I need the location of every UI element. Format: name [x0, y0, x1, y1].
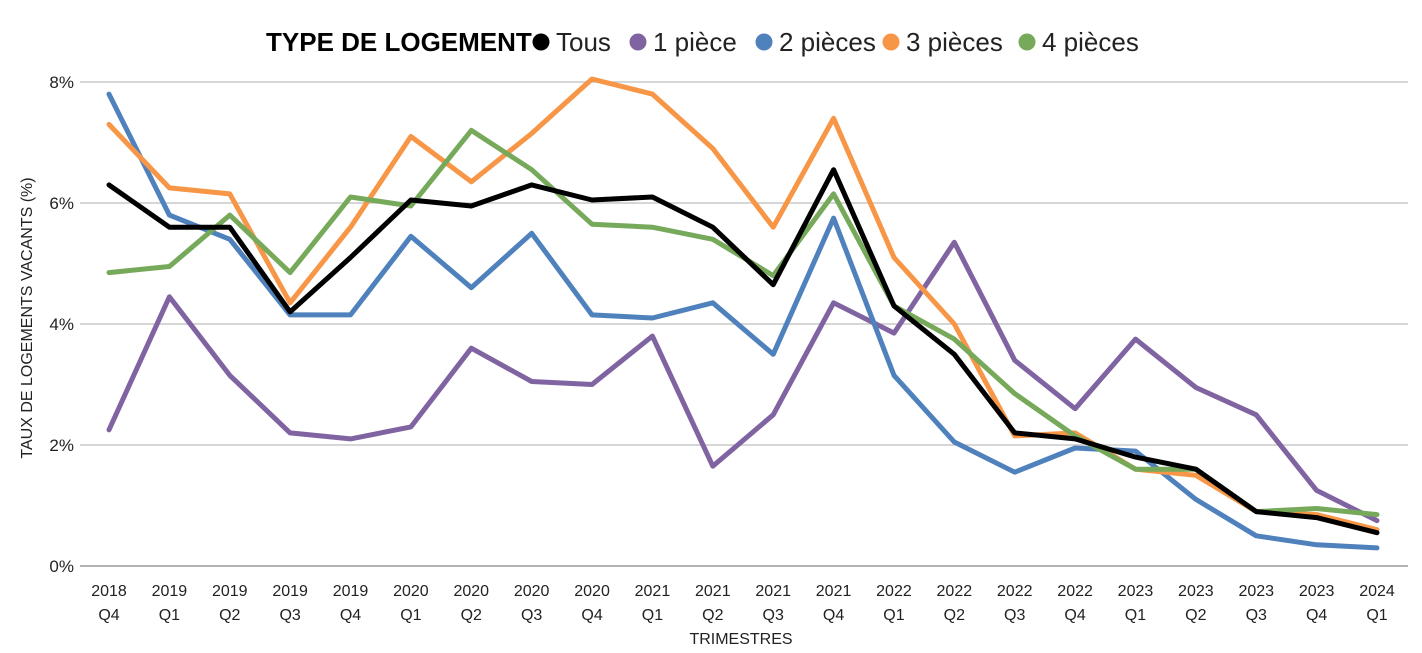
series-line-tous — [106, 167, 1380, 536]
legend-marker-2-pi-ces — [755, 33, 773, 51]
x-tick-year: 2021 — [755, 583, 791, 600]
x-tick-year: 2023 — [1299, 583, 1335, 600]
x-tick-year: 2019 — [333, 583, 369, 600]
legend-label-2-pi-ces: 2 pièces — [779, 27, 876, 57]
grid — [80, 81, 1408, 567]
x-tick-year: 2023 — [1178, 583, 1214, 600]
y-tick-label: 8% — [49, 73, 74, 92]
x-tick-quarter: Q1 — [159, 607, 180, 624]
y-tick-label: 4% — [49, 315, 74, 334]
legend-label-3-pi-ces: 3 pièces — [906, 27, 1003, 57]
x-tick-year: 2020 — [574, 583, 610, 600]
legend-title: TYPE DE LOGEMENT — [266, 27, 532, 57]
series-lines — [106, 76, 1380, 551]
x-axis-ticks: 2018 Q4 2019 Q1 2019 Q2 2019 Q3 2019 Q4 2020 Q1 2020… — [91, 583, 1395, 624]
x-tick-quarter: Q1 — [400, 607, 421, 624]
x-tick-quarter: Q4 — [1306, 607, 1327, 624]
x-tick-year: 2022 — [876, 583, 912, 600]
x-tick-year: 2019 — [212, 583, 248, 600]
x-tick-year: 2021 — [635, 583, 671, 600]
legend: TYPE DE LOGEMENT Tous 1 pièce 2 pièces 3 pi… — [266, 27, 1139, 57]
x-tick-quarter: Q4 — [340, 607, 361, 624]
x-tick-year: 2019 — [272, 583, 308, 600]
x-tick-year: 2023 — [1118, 583, 1154, 600]
x-tick-quarter: Q3 — [279, 607, 300, 624]
x-tick-quarter: Q3 — [1246, 607, 1267, 624]
x-tick-quarter: Q4 — [1064, 607, 1085, 624]
x-tick-year: 2022 — [1057, 583, 1093, 600]
x-tick-quarter: Q2 — [219, 607, 240, 624]
x-tick-quarter: Q1 — [1366, 607, 1387, 624]
x-tick-year: 2018 — [91, 583, 127, 600]
x-tick-year: 2021 — [695, 583, 731, 600]
x-tick-quarter: Q2 — [944, 607, 965, 624]
x-tick-year: 2020 — [453, 583, 489, 600]
x-tick-quarter: Q2 — [1185, 607, 1206, 624]
legend-marker-4-pi-ces — [1018, 33, 1036, 51]
x-tick-quarter: Q2 — [461, 607, 482, 624]
x-axis-title: TRIMESTRES — [689, 631, 792, 648]
y-axis-ticks: 0% 2% 4% 6% 8% — [49, 73, 74, 576]
legend-label-tous: Tous — [556, 27, 611, 57]
x-tick-year: 2020 — [514, 583, 550, 600]
x-tick-quarter: Q1 — [642, 607, 663, 624]
series-line-2-pi-ces — [106, 91, 1380, 551]
legend-label-4-pi-ces: 4 pièces — [1042, 27, 1139, 57]
x-tick-quarter: Q3 — [1004, 607, 1025, 624]
legend-label-1-pi-ce: 1 pièce — [653, 27, 737, 57]
x-tick-quarter: Q1 — [883, 607, 904, 624]
x-tick-quarter: Q4 — [581, 607, 602, 624]
legend-marker-3-pi-ces — [882, 33, 900, 51]
x-tick-year: 2019 — [152, 583, 188, 600]
legend-marker-tous — [532, 33, 550, 51]
series-line-3-pi-ces — [106, 76, 1380, 533]
y-tick-label: 2% — [49, 436, 74, 455]
x-tick-year: 2020 — [393, 583, 429, 600]
x-tick-year: 2021 — [816, 583, 852, 600]
x-tick-quarter: Q1 — [1125, 607, 1146, 624]
y-axis-title: TAUX DE LOGEMENTS VACANTS (%) — [19, 177, 36, 458]
x-tick-quarter: Q4 — [98, 607, 119, 624]
legend-items: Tous 1 pièce 2 pièces 3 pièces 4 pièces — [532, 27, 1139, 57]
x-tick-year: 2022 — [997, 583, 1033, 600]
x-tick-quarter: Q2 — [702, 607, 723, 624]
y-tick-label: 0% — [49, 557, 74, 576]
x-tick-quarter: Q4 — [823, 607, 844, 624]
y-tick-label: 6% — [49, 194, 74, 213]
series-line-1-pi-ce — [106, 239, 1380, 524]
x-tick-year: 2024 — [1359, 583, 1395, 600]
x-tick-quarter: Q3 — [521, 607, 542, 624]
x-tick-year: 2023 — [1238, 583, 1274, 600]
x-tick-quarter: Q3 — [763, 607, 784, 624]
legend-marker-1-pi-ce — [629, 33, 647, 51]
x-tick-year: 2022 — [937, 583, 973, 600]
